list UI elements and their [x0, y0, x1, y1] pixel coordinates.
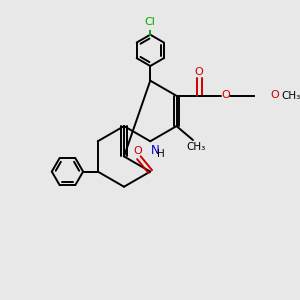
Text: CH₃: CH₃ [282, 91, 300, 101]
Text: O: O [133, 146, 142, 156]
Text: O: O [221, 89, 230, 100]
Text: O: O [195, 67, 204, 77]
Text: H: H [157, 149, 165, 159]
Text: Cl: Cl [145, 16, 156, 27]
Text: CH₃: CH₃ [186, 142, 206, 152]
Text: N: N [150, 144, 159, 157]
Text: O: O [270, 89, 279, 100]
